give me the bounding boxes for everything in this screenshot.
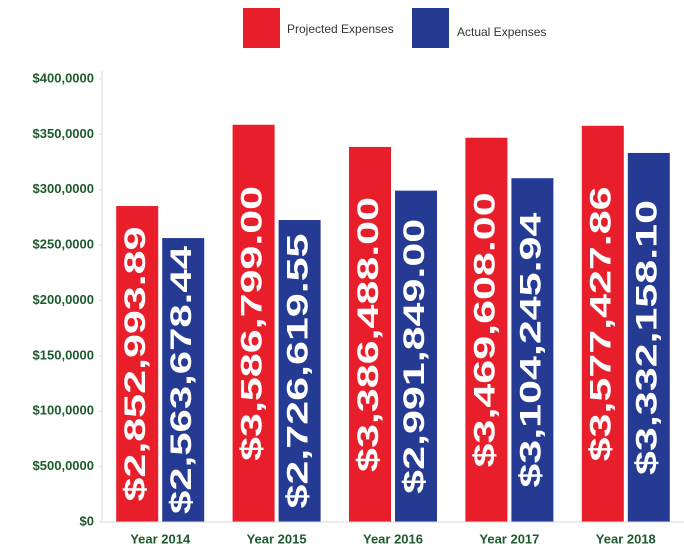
legend-label: Actual Expenses xyxy=(457,25,546,39)
value-label: $3,469,608.00 xyxy=(468,192,501,467)
bar xyxy=(581,125,624,522)
y-tick-label: $150,0000 xyxy=(33,347,94,362)
value-label: $2,563,678.44 xyxy=(165,246,198,514)
bar xyxy=(349,146,391,522)
value-label: $3,577,427.86 xyxy=(585,186,618,461)
legend-swatch xyxy=(412,8,449,48)
value-label: $3,386,488.00 xyxy=(352,197,385,472)
y-tick-label: $0 xyxy=(80,513,94,528)
y-tick-label: $500,0000 xyxy=(33,458,94,473)
bar xyxy=(627,152,670,522)
bar xyxy=(511,178,554,522)
y-tick-label: $250,0000 xyxy=(33,237,94,252)
y-tick-label: $200,0000 xyxy=(33,292,94,307)
value-label: $3,332,158.10 xyxy=(631,200,664,475)
x-tick-label: Year 2016 xyxy=(363,531,423,546)
bar xyxy=(278,220,321,522)
bar xyxy=(395,190,437,523)
value-label: $3,586,799.00 xyxy=(236,186,269,461)
legend-swatch xyxy=(243,8,280,48)
y-tick-label: $350,0000 xyxy=(33,126,94,141)
bar xyxy=(116,206,159,522)
y-tick-label: $400,0000 xyxy=(33,70,94,85)
bar xyxy=(162,238,205,522)
x-tick-label: Year 2017 xyxy=(479,531,539,546)
x-tick-label: Year 2014 xyxy=(130,531,191,546)
value-label: $2,991,849.00 xyxy=(398,219,431,494)
y-tick-label: $300,0000 xyxy=(33,181,94,196)
value-label: $3,104,245.94 xyxy=(514,212,547,487)
value-label: $2,726,619.55 xyxy=(282,234,315,509)
x-tick-label: Year 2015 xyxy=(247,531,307,546)
bar xyxy=(465,137,508,523)
x-tick-label: Year 2018 xyxy=(596,531,656,546)
legend-label: Projected Expenses xyxy=(287,22,394,36)
bar xyxy=(232,124,275,522)
y-tick-label: $100,0000 xyxy=(33,403,94,418)
value-label: $2,852,993.89 xyxy=(119,227,152,502)
